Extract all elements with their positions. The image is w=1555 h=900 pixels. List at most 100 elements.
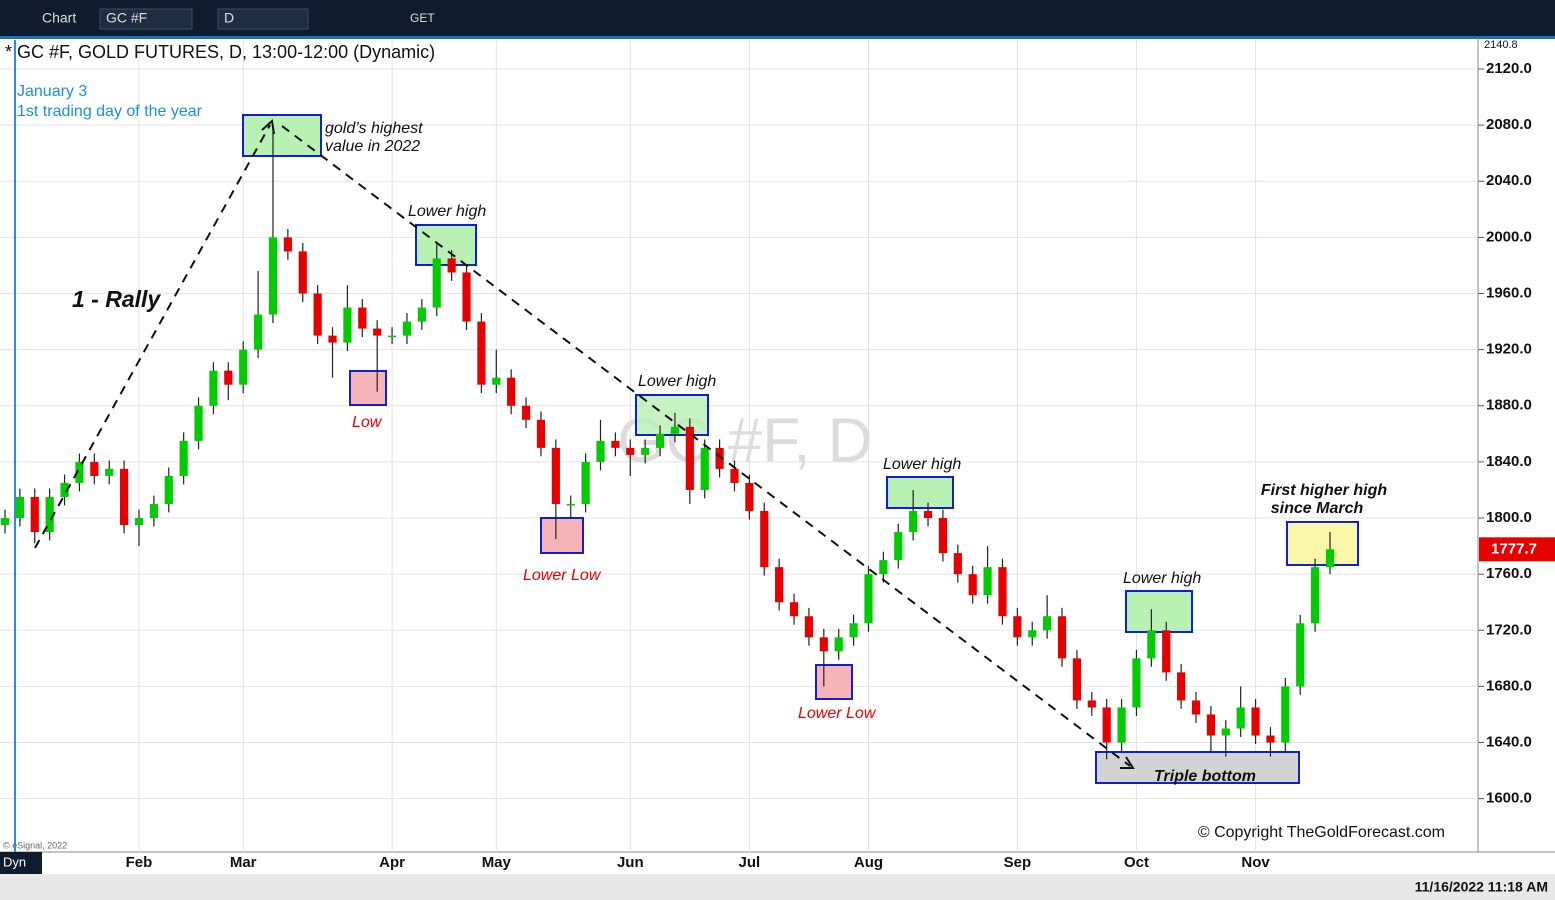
trend-lines	[34, 124, 1131, 767]
annotation: First higher high	[1261, 482, 1387, 499]
candle-body	[923, 511, 933, 519]
last-price-tag	[1479, 537, 1555, 562]
candle-body	[819, 637, 828, 652]
candle-body	[1311, 567, 1320, 624]
candle-body	[358, 307, 367, 329]
candle-body	[194, 405, 203, 441]
symbol-input[interactable]	[99, 8, 193, 30]
x-tick-label: Sep	[1004, 854, 1032, 871]
box	[1125, 590, 1193, 633]
candle-body	[1057, 616, 1067, 659]
annotation: gold’s highest	[325, 120, 423, 137]
y-tick-label: 1720.0	[1486, 621, 1532, 638]
candle-body	[953, 553, 962, 575]
candle-body	[1251, 707, 1260, 736]
candle-body	[641, 447, 650, 455]
candle-body	[387, 335, 397, 338]
candle-body	[120, 468, 129, 526]
candle-body	[685, 426, 694, 490]
interval[interactable]: D	[224, 10, 234, 26]
candle-body	[30, 496, 39, 533]
interval-input[interactable]	[217, 8, 309, 30]
candle-body	[655, 433, 665, 448]
x-tick-label: Oct	[1124, 854, 1149, 871]
arrow-heads	[261, 119, 1135, 769]
axes: 1600.0 1640.0 1680.0 1720.0 1760.0 1800.0 1840…	[126, 60, 1555, 871]
candle-body	[1236, 707, 1245, 729]
candle-body	[715, 447, 724, 469]
box	[415, 224, 477, 266]
grid	[0, 40, 1478, 852]
candle-body	[894, 532, 903, 561]
candle-body	[849, 623, 858, 638]
candle-body	[789, 602, 799, 617]
candle-body	[313, 293, 322, 336]
candle-body	[492, 377, 501, 385]
candle-body	[536, 419, 546, 448]
candle-body	[566, 503, 575, 506]
candle-body	[1221, 728, 1230, 736]
annotation-boxes	[242, 114, 1359, 784]
y-tick-label: 2040.0	[1486, 172, 1532, 189]
annotation: Low	[352, 414, 383, 431]
candle-body	[551, 447, 560, 504]
x-tick-label: May	[482, 854, 512, 871]
candle-body	[1072, 658, 1082, 701]
get-button[interactable]: GET	[410, 11, 435, 25]
box	[886, 476, 954, 509]
candle-body	[909, 511, 918, 533]
y-tick-label: 2080.0	[1486, 116, 1532, 133]
annotation: 1 - Rally	[72, 286, 161, 312]
candle-body	[45, 496, 54, 533]
candle-body	[1296, 623, 1305, 687]
box	[1286, 521, 1359, 566]
chart-title: * GC #F, GOLD FUTURES, D, 13:00-12:00 (D…	[5, 42, 435, 62]
symbol[interactable]: GC #F	[106, 10, 147, 26]
candle-body	[134, 518, 144, 526]
candle-body	[477, 321, 486, 385]
candle-body	[402, 321, 412, 336]
x-tick-label: Apr	[379, 854, 405, 871]
candle-body	[1087, 700, 1096, 708]
candle-body	[521, 405, 531, 420]
candle-body	[90, 461, 99, 476]
candle-body	[268, 237, 278, 315]
candle-body	[998, 567, 1007, 617]
candle-body	[1281, 686, 1290, 743]
y-tick-label: 1920.0	[1486, 341, 1532, 358]
y-tick-label: 1680.0	[1486, 677, 1532, 694]
y-tick-label: 2000.0	[1486, 228, 1532, 245]
candle-body	[760, 511, 769, 568]
annotation: Lower Low	[523, 567, 602, 584]
candle-body	[1206, 714, 1215, 736]
candle-body	[105, 468, 114, 476]
y-tick-label: 1640.0	[1486, 734, 1532, 751]
candle-body	[745, 482, 754, 512]
candle-body	[209, 370, 218, 406]
last-price: 1777.7	[1491, 540, 1537, 557]
candle-body	[462, 272, 471, 322]
vendor: © eSignal, 2022	[3, 840, 67, 850]
status-bar	[0, 874, 1555, 900]
candle-body	[1132, 658, 1141, 708]
candle-body	[432, 258, 441, 308]
candle-body	[283, 237, 292, 252]
candle-body	[879, 560, 888, 575]
y-tick-label: 1880.0	[1486, 397, 1532, 414]
candle-body	[328, 335, 337, 343]
x-tick-label: Jun	[617, 854, 644, 871]
candle-body	[834, 637, 843, 652]
box	[815, 664, 853, 700]
x-tick-label: Mar	[230, 854, 257, 871]
candle-body	[75, 461, 84, 483]
candle-body	[1162, 630, 1171, 673]
candle-body	[149, 503, 158, 519]
candle-body	[343, 307, 352, 343]
candle-body	[670, 426, 680, 434]
timestamp: 11/16/2022 11:18 AM	[1415, 879, 1548, 895]
axis-top-value: 2140.8	[1484, 39, 1518, 51]
candle-body	[1102, 707, 1111, 743]
candle-body	[1028, 630, 1037, 638]
candle-body	[775, 567, 784, 603]
candle-body	[1177, 672, 1186, 701]
